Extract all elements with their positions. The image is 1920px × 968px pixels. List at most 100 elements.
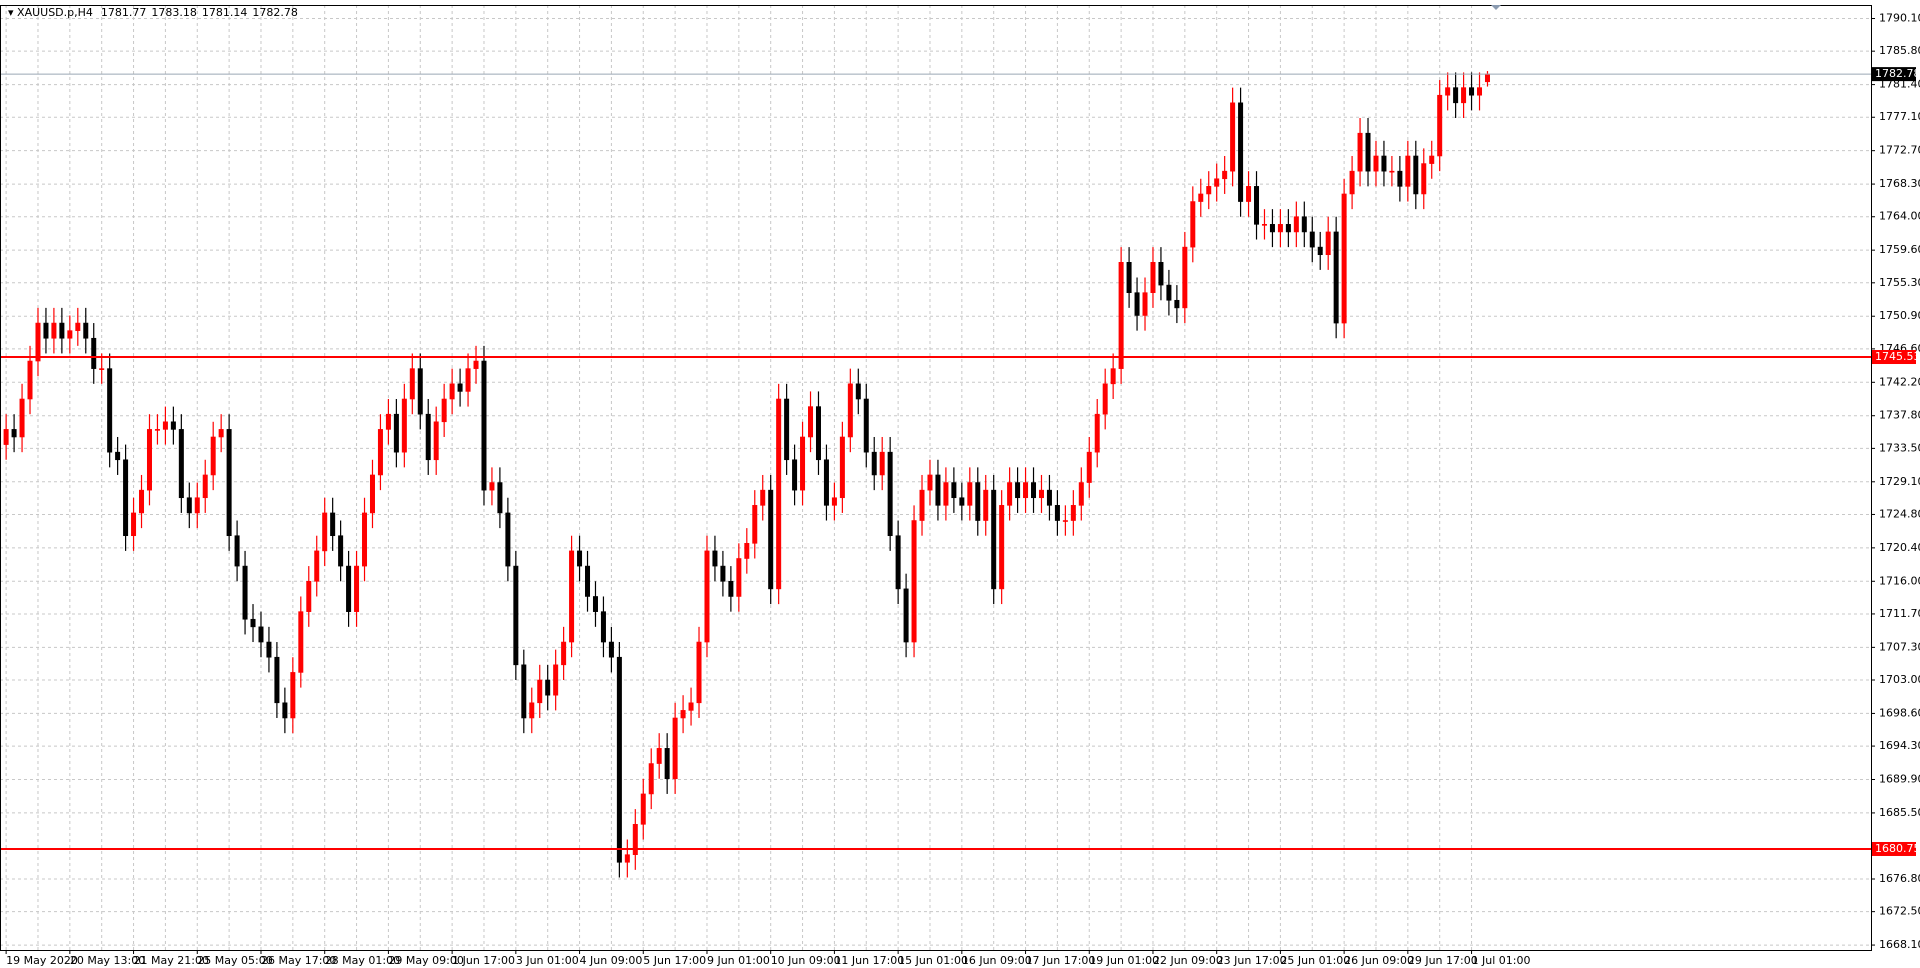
candle-body (823, 459, 829, 506)
candle-body (1309, 231, 1315, 248)
candle-body (815, 406, 821, 461)
candle-body (688, 702, 694, 711)
candle-body (1389, 170, 1395, 173)
y-tick-label: 1759.60 (1879, 243, 1920, 256)
candle-body (162, 421, 168, 430)
candle-body (1118, 262, 1124, 369)
candle-body (1110, 368, 1116, 385)
last-open: 1781.77 (101, 6, 147, 19)
candle-body (521, 664, 527, 719)
x-tick-label: 11 Jun 17:00 (834, 954, 904, 967)
candle-body (1325, 231, 1331, 256)
candle-body (1421, 163, 1427, 195)
candle-body (1166, 284, 1172, 301)
candle-body (728, 580, 734, 597)
candle-body (178, 429, 184, 499)
candle-body (983, 489, 989, 521)
candle-body (648, 763, 654, 795)
candle-body (1230, 102, 1236, 172)
candle-body (433, 421, 439, 461)
candle-body (632, 824, 638, 855)
candle-body (553, 664, 559, 696)
candle-body (704, 550, 710, 643)
y-tick-label: 1772.70 (1879, 144, 1920, 157)
candle-body (760, 489, 766, 506)
candle-body (887, 451, 893, 537)
candle-body (640, 793, 646, 825)
candle-body (115, 451, 121, 461)
x-tick-label: 26 May 17:00 (261, 954, 336, 967)
candle-body (1293, 216, 1299, 233)
y-tick-label: 1707.30 (1879, 640, 1920, 653)
candle-body (529, 702, 535, 719)
candle-body (1038, 489, 1044, 499)
candle-body (712, 550, 718, 567)
x-tick-label: 21 May 21:00 (134, 954, 209, 967)
last-low: 1781.14 (202, 6, 248, 19)
candle-body (1317, 246, 1323, 256)
candle-body (808, 406, 814, 438)
candle-body (1007, 482, 1013, 506)
y-tick-label: 1668.10 (1879, 938, 1920, 951)
candle-body (1246, 186, 1252, 202)
candle-body (457, 383, 463, 392)
candle-body (322, 512, 328, 552)
candle-body (274, 656, 280, 704)
y-tick-label: 1689.90 (1879, 773, 1920, 786)
candle-body (1222, 170, 1228, 180)
x-tick-label: 29 Jun 17:00 (1408, 954, 1478, 967)
header-arrow: ▾ (8, 6, 17, 19)
candle-body (298, 611, 304, 673)
y-tick-label: 1724.80 (1879, 507, 1920, 520)
candle-body (561, 641, 567, 666)
y-tick-label: 1698.60 (1879, 706, 1920, 719)
x-tick-label: 1 Jul 01:00 (1472, 954, 1531, 967)
x-tick-label: 19 Jun 01:00 (1089, 954, 1159, 967)
candle-body (975, 482, 981, 521)
candle-body (999, 505, 1005, 590)
candle-body (959, 497, 965, 506)
candle-body (107, 368, 113, 453)
candle-body (1046, 489, 1052, 506)
candle-body (1357, 132, 1363, 172)
y-tick-label: 1750.90 (1879, 309, 1920, 322)
candle-body (1285, 224, 1291, 233)
candle-body (465, 368, 471, 392)
candle-body (393, 413, 399, 453)
candle-body (768, 489, 774, 590)
level-label-box (1872, 841, 1916, 856)
y-tick-label: 1742.20 (1879, 375, 1920, 388)
candle-body (951, 482, 957, 499)
candle-body (831, 497, 837, 506)
plot-frame (0, 5, 1872, 951)
candle-body (672, 717, 678, 780)
candle-body (1158, 262, 1164, 286)
candle-body (776, 398, 782, 590)
candles (3, 71, 1490, 878)
x-tick-label: 15 Jun 01:00 (898, 954, 968, 967)
x-tick-label: 10 Jun 09:00 (771, 954, 841, 967)
candle-body (943, 482, 949, 506)
y-tick-label: 1685.50 (1879, 806, 1920, 819)
level-label: 1680.75 (1875, 842, 1920, 855)
candle-body (752, 505, 758, 544)
x-tick-label: 26 Jun 09:00 (1344, 954, 1414, 967)
candle-body (839, 436, 845, 499)
x-tick-label: 9 Jun 01:00 (707, 954, 770, 967)
last-price-label: 1782.78 (1875, 67, 1920, 80)
candle-body (441, 398, 447, 423)
candle-body (43, 322, 49, 339)
candle-body (1453, 87, 1459, 104)
candle-body (1078, 482, 1084, 506)
y-tick-label: 1720.40 (1879, 541, 1920, 554)
candle-body (1484, 73, 1490, 83)
candle-body (1031, 482, 1037, 499)
candle-body (1461, 87, 1467, 104)
last-close: 1782.78 (252, 6, 298, 19)
candle-body (67, 330, 73, 339)
candle-body (234, 535, 240, 567)
candle-body (266, 641, 272, 658)
